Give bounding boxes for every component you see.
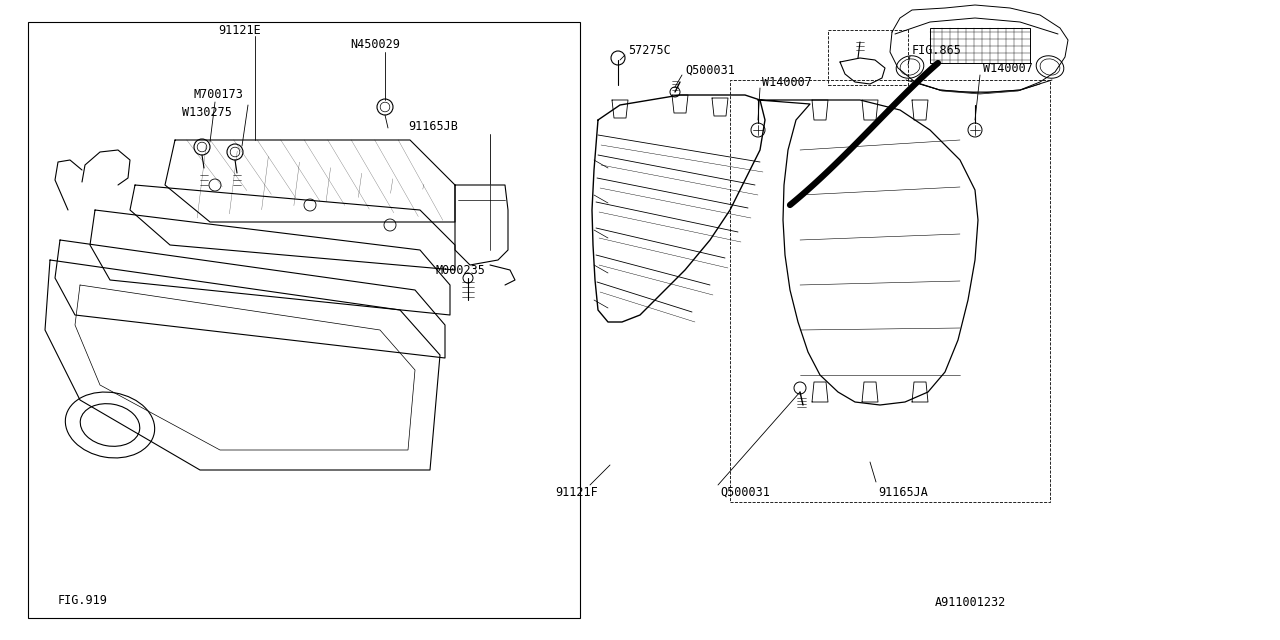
Text: A911001232: A911001232 [934, 595, 1006, 609]
Text: 91165JB: 91165JB [408, 120, 458, 134]
Text: FIG.919: FIG.919 [58, 593, 108, 607]
Text: N450029: N450029 [349, 38, 399, 51]
Text: Q500031: Q500031 [685, 63, 735, 77]
Text: FIG.865: FIG.865 [911, 44, 961, 56]
Text: Q500031: Q500031 [719, 486, 769, 499]
Text: M700173: M700173 [193, 88, 243, 102]
Text: 91121F: 91121F [556, 486, 598, 499]
Text: W130275: W130275 [182, 106, 232, 120]
Text: W140007: W140007 [762, 76, 812, 88]
Text: 91121E: 91121E [218, 24, 261, 36]
Bar [28, 22, 580, 618]
Text: 57275C: 57275C [628, 44, 671, 56]
Bar [828, 30, 908, 85]
Text: 91165JA: 91165JA [878, 486, 928, 499]
Bar [931, 28, 1030, 63]
Text: M000235: M000235 [435, 264, 485, 276]
Text: W140007: W140007 [983, 61, 1033, 74]
